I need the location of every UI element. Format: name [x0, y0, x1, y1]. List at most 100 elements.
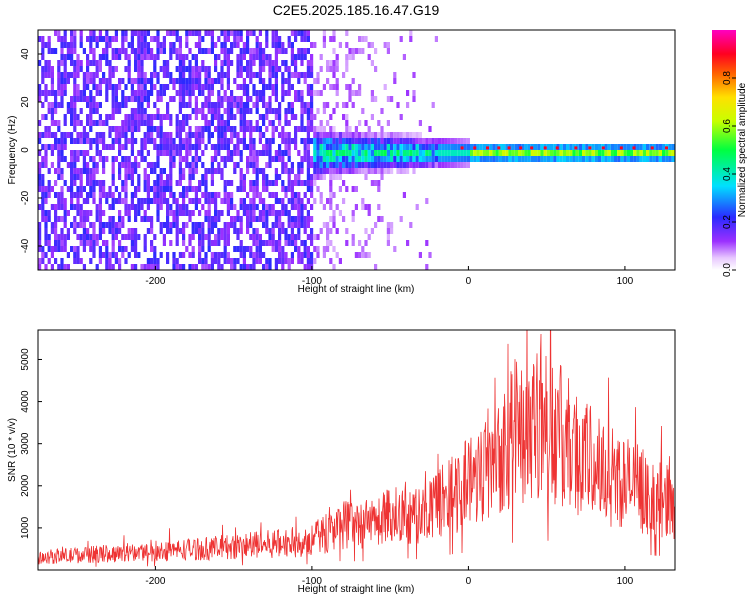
heatmap-cell: [297, 216, 301, 222]
heatmap-cell: [290, 192, 294, 198]
heatmap-cell: [146, 54, 150, 60]
heatmap-cell: [82, 132, 86, 138]
heatmap-cell: [111, 138, 115, 144]
heatmap-cell: [156, 198, 160, 204]
heatmap-cell: [441, 150, 445, 156]
heatmap-cell: [226, 120, 230, 126]
heatmap-cell: [226, 138, 230, 144]
heatmap-cell: [390, 222, 394, 228]
heatmap-cell: [98, 234, 102, 240]
heatmap-cell: [178, 228, 182, 234]
heatmap-cell: [233, 168, 237, 174]
heatmap-cell: [89, 138, 93, 144]
heatmap-cell: [50, 204, 54, 210]
heatmap-cell: [556, 150, 560, 156]
heatmap-cell: [105, 258, 109, 264]
heatmap-cell: [274, 36, 278, 42]
heatmap-cell: [169, 114, 173, 120]
heatmap-cell: [300, 72, 304, 78]
heatmap-cell: [354, 132, 358, 138]
heatmap-cell: [191, 156, 195, 162]
heatmap-cell: [370, 156, 374, 162]
heatmap-cell: [434, 36, 438, 42]
heatmap-cell: [130, 264, 134, 270]
heatmap-cell: [274, 258, 278, 264]
heatmap-cell: [134, 48, 138, 54]
heatmap-cell: [258, 42, 262, 48]
heatmap-cell: [60, 84, 64, 90]
heatmap-cell: [662, 150, 666, 156]
heatmap-cell: [130, 36, 134, 42]
heatmap-cell: [57, 264, 61, 270]
heatmap-cell: [207, 204, 211, 210]
heatmap-cell: [127, 234, 131, 240]
heatmap-cell: [249, 144, 253, 150]
heatmap-cell: [185, 222, 189, 228]
heatmap-cell: [124, 30, 128, 36]
heatmap-cell: [140, 102, 144, 108]
heatmap-cell: [182, 228, 186, 234]
heatmap-cell: [63, 264, 67, 270]
heatmap-cell: [383, 132, 387, 138]
heatmap-cell: [108, 42, 112, 48]
heatmap-cell: [463, 144, 467, 150]
heatmap-cell: [242, 204, 246, 210]
heatmap-cell: [217, 240, 221, 246]
heatmap-cell: [562, 150, 566, 156]
heatmap-cell: [633, 150, 637, 156]
heatmap-cell: [220, 42, 224, 48]
heatmap-cell: [60, 60, 64, 66]
heatmap-cell: [492, 156, 496, 162]
heatmap-cell: [95, 42, 99, 48]
heatmap-cell: [38, 36, 42, 42]
heatmap-cell: [377, 150, 381, 156]
heatmap-cell: [130, 78, 134, 84]
heatmap-cell: [150, 186, 154, 192]
heatmap-cell: [201, 258, 205, 264]
heatmap-cell: [73, 102, 77, 108]
heatmap-cell: [95, 108, 99, 114]
heatmap-cell: [447, 144, 451, 150]
heatmap-cell: [44, 72, 48, 78]
heatmap-cell: [76, 186, 80, 192]
heatmap-cell: [50, 66, 54, 72]
heatmap-cell: [98, 66, 102, 72]
heatmap-cell: [70, 186, 74, 192]
heatmap-cell: [47, 126, 51, 132]
heatmap-cell: [159, 168, 163, 174]
heatmap-cell: [364, 228, 368, 234]
heatmap-cell: [374, 96, 378, 102]
heatmap-cell: [316, 252, 320, 258]
heatmap-cell: [159, 204, 163, 210]
heatmap-cell: [210, 102, 214, 108]
heatmap-cell: [460, 150, 464, 156]
heatmap-cell: [201, 264, 205, 270]
heatmap-cell: [130, 96, 134, 102]
heatmap-cell: [332, 156, 336, 162]
heatmap-cell: [50, 102, 54, 108]
heatmap-cell: [105, 114, 109, 120]
heatmap-cell: [156, 90, 160, 96]
heatmap-cell: [44, 66, 48, 72]
heatmap-cell: [124, 66, 128, 72]
heatmap-cell: [146, 96, 150, 102]
heatmap-cell: [300, 156, 304, 162]
heatmap-cell: [185, 102, 189, 108]
heatmap-cell: [194, 30, 198, 36]
heatmap-cell: [182, 252, 186, 258]
heatmap-cell: [361, 132, 365, 138]
heatmap-cell: [57, 126, 61, 132]
heatmap-cell: [383, 168, 387, 174]
heatmap-cell: [454, 144, 458, 150]
heatmap-cell: [370, 132, 374, 138]
heatmap-cell: [137, 96, 141, 102]
heatmap-cell: [431, 102, 435, 108]
heatmap-cell: [329, 36, 333, 42]
heatmap-cell: [604, 144, 608, 150]
heatmap-cell: [271, 234, 275, 240]
heatmap-cell: [258, 210, 262, 216]
heatmap-cell: [207, 84, 211, 90]
heatmap-cell: [118, 246, 122, 252]
heatmap-cell: [262, 84, 266, 90]
heatmap-cell: [322, 36, 326, 42]
